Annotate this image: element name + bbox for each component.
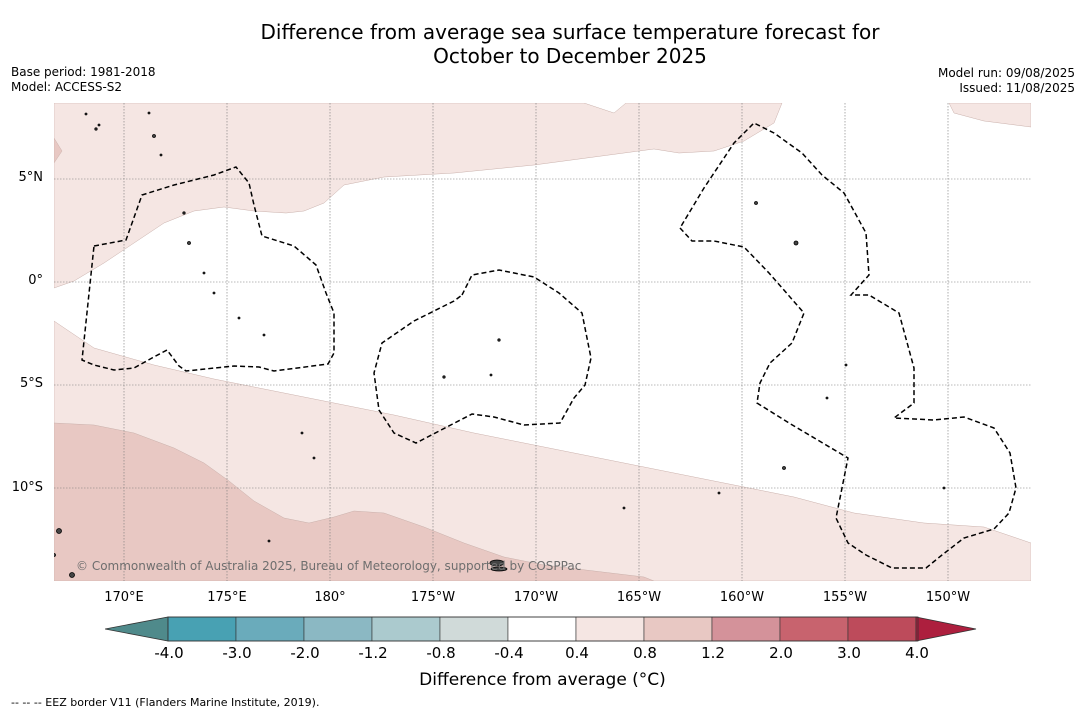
copyright-text: © Commonwealth of Australia 2025, Bureau…	[76, 559, 582, 573]
map-svg	[54, 103, 1031, 581]
warm-region-northeast	[948, 103, 1031, 128]
lon-label-160w: 160°W	[719, 590, 765, 605]
colorbar-extend-low	[105, 616, 169, 642]
lon-label-180: 180°	[314, 590, 346, 605]
base-period-text: Base period: 1981-2018	[11, 65, 156, 79]
lon-label-150w: 150°W	[925, 590, 971, 605]
colorbar-cell	[235, 616, 305, 642]
colorbar-extend-high	[915, 616, 977, 642]
sst-anomaly-map	[54, 103, 1031, 581]
eez-borders	[81, 122, 1017, 569]
colorbar-tick: 0.4	[565, 644, 589, 662]
warm-region-southwest	[54, 422, 655, 581]
colorbar-cell	[575, 616, 645, 642]
colorbar-cell	[507, 616, 577, 642]
colorbar-cell	[303, 616, 373, 642]
lon-label-175w: 175°W	[410, 590, 456, 605]
warm-region-south	[54, 320, 1031, 581]
colorbar	[105, 616, 977, 642]
colorbar-tick: 1.2	[701, 644, 725, 662]
islands	[54, 111, 946, 578]
colorbar-cell	[779, 616, 849, 642]
title-line-2: October to December 2025	[433, 44, 707, 68]
colorbar-tick: -0.4	[494, 644, 524, 662]
colorbar-cell	[643, 616, 713, 642]
title-line-1: Difference from average sea surface temp…	[260, 20, 880, 44]
eez-border-phoenix-islands	[373, 269, 592, 444]
model-text: Model: ACCESS-S2	[11, 80, 123, 94]
colorbar-cells	[105, 616, 977, 642]
colorbar-tick: -2.0	[290, 644, 320, 662]
lon-label-170w: 170°W	[513, 590, 559, 605]
model-run-text: Model run: 09/08/2025	[937, 66, 1075, 80]
colorbar-tick: 4.0	[905, 644, 929, 662]
colorbar-cell	[847, 616, 917, 642]
colorbar-cell	[167, 616, 237, 642]
warm-region-north	[54, 103, 783, 289]
meta-left: Base period: 1981-2018 Model: ACCESS-S2	[11, 65, 156, 95]
colorbar-tick: -1.2	[358, 644, 388, 662]
lon-label-175e: 175°E	[207, 590, 247, 605]
colorbar-outline	[167, 616, 919, 642]
lon-label-170e: 170°E	[104, 590, 144, 605]
lat-label-0: 0°	[28, 273, 43, 288]
colorbar-cell	[371, 616, 441, 642]
map-title: Difference from average sea surface temp…	[0, 20, 1085, 68]
colorbar-cell	[439, 616, 509, 642]
eez-footnote: -- -- -- EEZ border V11 (Flanders Marine…	[11, 696, 320, 709]
lat-label-5s: 5°S	[19, 376, 43, 391]
eez-border-line-islands	[679, 122, 1017, 569]
eez-border-kiribati-gilberts	[81, 166, 335, 372]
issued-text: Issued: 11/08/2025	[959, 81, 1075, 95]
lon-label-165w: 165°W	[616, 590, 662, 605]
graticule	[54, 103, 1031, 581]
colorbar-tick: 2.0	[769, 644, 793, 662]
colorbar-tick: 3.0	[837, 644, 861, 662]
meta-right: Model run: 09/08/2025 Issued: 11/08/2025	[938, 66, 1075, 96]
warm-spot-west	[54, 137, 63, 164]
colorbar-tick: -4.0	[154, 644, 184, 662]
colorbar-tick: -0.8	[426, 644, 456, 662]
lat-label-5n: 5°N	[18, 170, 44, 185]
colorbar-cell	[711, 616, 781, 642]
lon-label-155w: 155°W	[822, 590, 868, 605]
colorbar-tick: -3.0	[222, 644, 252, 662]
colorbar-label: Difference from average (°C)	[419, 670, 666, 690]
lat-label-10s: 10°S	[11, 480, 43, 495]
colorbar-tick: 0.8	[633, 644, 657, 662]
